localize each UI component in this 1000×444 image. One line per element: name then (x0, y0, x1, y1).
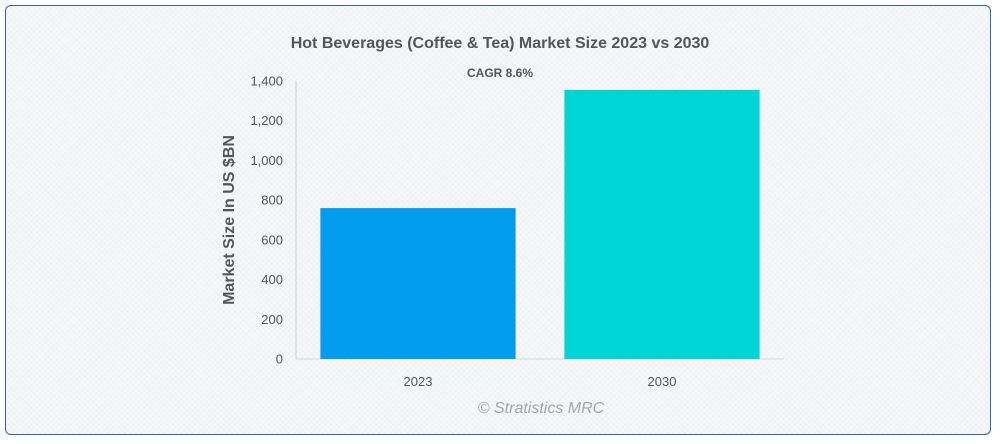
bar-2023 (320, 208, 516, 359)
y-tick-label: 800 (261, 193, 283, 208)
bars (320, 89, 760, 359)
x-axis-ticks: 2023 2030 (404, 374, 677, 389)
y-tick-label: 600 (261, 232, 283, 247)
y-tick-label: 0 (276, 352, 283, 367)
bar-2030 (564, 89, 760, 359)
y-tick-label: 200 (261, 312, 283, 327)
source-credit: © Stratistics MRC (478, 400, 605, 417)
x-tick-label: 2023 (404, 374, 433, 389)
cagr-annotation: CAGR 8.6% (467, 66, 533, 80)
y-axis-label: Market Size In US $BN (221, 135, 238, 305)
y-axis-ticks: 0 200 400 600 800 1,000 1,200 1,400 (250, 74, 283, 367)
y-tick-label: 1,400 (250, 74, 283, 89)
chart-title: Hot Beverages (Coffee & Tea) Market Size… (291, 35, 710, 52)
y-tick-label: 1,000 (250, 153, 283, 168)
y-tick-label: 400 (261, 272, 283, 287)
y-tick-label: 1,200 (250, 113, 283, 128)
x-tick-label: 2030 (648, 374, 677, 389)
